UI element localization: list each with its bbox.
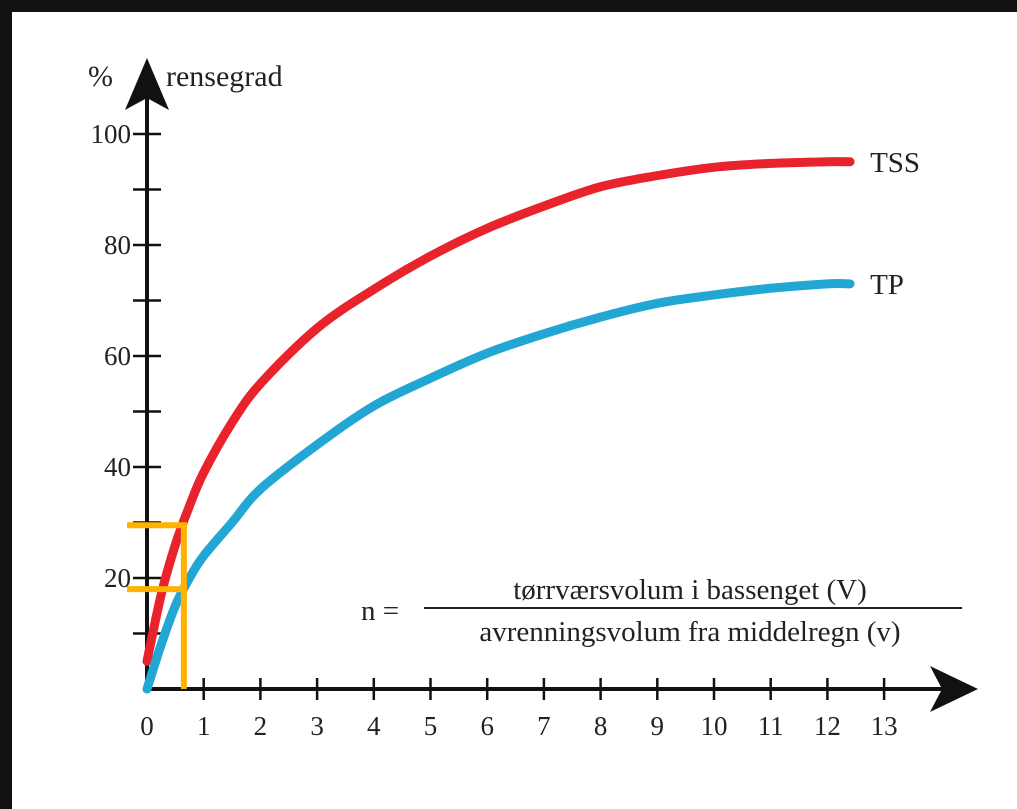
x-tick-label: 11 <box>758 711 784 741</box>
series-line-tp <box>142 279 855 694</box>
y-axis-arrowhead <box>125 58 169 110</box>
x-tick-label: 3 <box>310 711 324 741</box>
y-tick-label: 100 <box>91 119 132 149</box>
x-axis-arrowhead <box>930 666 978 712</box>
y-unit-label: % <box>88 60 113 93</box>
y-axis-label: rensegrad <box>166 60 283 93</box>
formula-numerator: tørrværsvolum i bassenget (V) <box>513 574 867 606</box>
formula-lhs: n = <box>361 595 399 627</box>
highlight-markers <box>127 522 187 689</box>
axes <box>125 58 978 712</box>
x-tick-label: 0 <box>140 711 154 741</box>
series-line-tss <box>142 157 855 666</box>
x-tick-label: 4 <box>367 711 381 741</box>
series-label-tp: TP <box>870 269 904 301</box>
x-tick-label: 5 <box>424 711 438 741</box>
series-lines: TSS TP <box>142 147 920 694</box>
x-tick-label: 13 <box>871 711 898 741</box>
x-tick-label: 7 <box>537 711 551 741</box>
x-tick-label: 2 <box>254 711 268 741</box>
series-label-tss: TSS <box>870 147 920 179</box>
y-tick-label: 80 <box>104 230 131 260</box>
y-tick-label: 60 <box>104 341 131 371</box>
x-tick-label: 6 <box>480 711 494 741</box>
chart-labels: % rensegrad n = tørrværsvolum i bassenge… <box>88 60 962 648</box>
x-tick-label: 1 <box>197 711 211 741</box>
formula-denominator: avrenningsvolum fra middelregn (v) <box>479 616 900 648</box>
x-tick-label: 12 <box>814 711 841 741</box>
x-tick-label: 9 <box>651 711 665 741</box>
y-tick-label: 40 <box>104 452 131 482</box>
y-tick-label: 20 <box>104 563 131 593</box>
x-tick-label: 10 <box>701 711 728 741</box>
x-tick-label: 8 <box>594 711 608 741</box>
